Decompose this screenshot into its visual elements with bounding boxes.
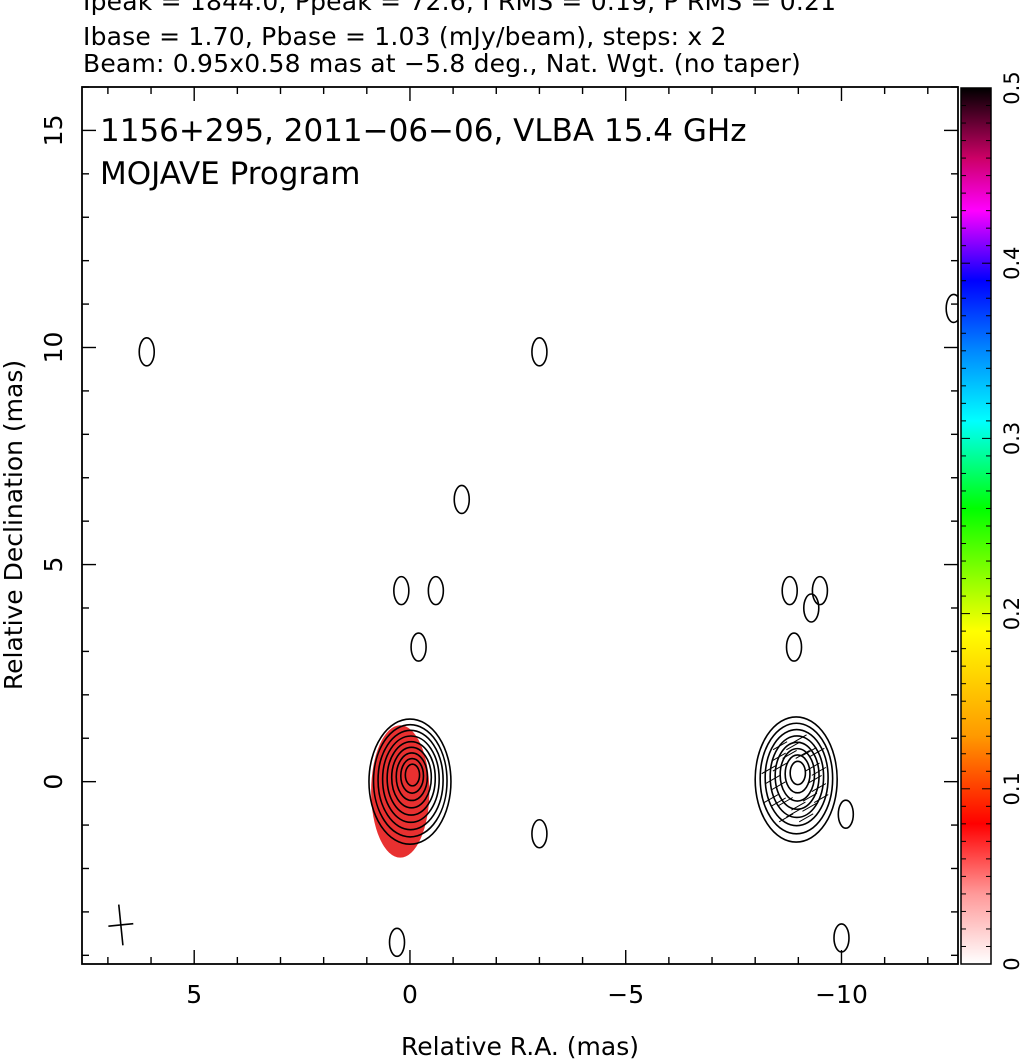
x-tick-label: −10 bbox=[815, 980, 868, 1009]
evpa-tick bbox=[772, 741, 788, 751]
x-tick-label: −5 bbox=[607, 980, 644, 1009]
isolated-contour bbox=[802, 593, 820, 623]
header-base-line: Ibase = 1.70, Pbase = 1.03 (mJy/beam), s… bbox=[83, 22, 727, 51]
contour bbox=[404, 763, 421, 787]
isolated-contour bbox=[427, 575, 445, 606]
y-tick-label: 15 bbox=[39, 115, 68, 147]
evpa-tick bbox=[761, 765, 776, 775]
contour bbox=[789, 760, 807, 786]
contour bbox=[381, 735, 440, 824]
colorbar: 0 0.1 0.2 0.3 0.4 0.5 bbox=[960, 71, 1021, 971]
contour bbox=[764, 728, 829, 827]
contour bbox=[386, 740, 437, 816]
contour bbox=[779, 747, 816, 802]
contour bbox=[368, 718, 452, 846]
isolated-contour bbox=[811, 575, 829, 606]
evpa-tick bbox=[772, 762, 788, 772]
plot-title: 1156+295, 2011−06−06, VLBA 15.4 GHz bbox=[100, 113, 746, 149]
plot-frame bbox=[81, 86, 959, 965]
colorbar-tick-label: 0.5 bbox=[1000, 71, 1021, 104]
evpa-tick bbox=[807, 775, 822, 784]
contour bbox=[759, 722, 834, 835]
evpa-tick bbox=[802, 792, 818, 802]
x-tick-label: 5 bbox=[186, 980, 202, 1009]
isolated-contour bbox=[531, 818, 548, 849]
isolated-contour bbox=[138, 337, 156, 367]
y-tick-label: 5 bbox=[39, 557, 68, 573]
evpa-tick bbox=[805, 762, 820, 772]
evpa-tick bbox=[813, 794, 829, 803]
isolated-contour bbox=[531, 337, 548, 367]
contour bbox=[754, 716, 838, 843]
colorbar-tick-label: 0 bbox=[1000, 957, 1021, 970]
evpa-tick bbox=[771, 797, 786, 807]
plot-subtitle: MOJAVE Program bbox=[100, 156, 360, 192]
contour bbox=[395, 752, 429, 802]
evpa-tick bbox=[810, 747, 825, 757]
evpa-tick bbox=[795, 750, 810, 759]
contour bbox=[769, 735, 825, 819]
x-axis-label: Relative R.A. (mas) bbox=[401, 1032, 639, 1060]
x-tick-label: 0 bbox=[402, 980, 418, 1009]
isolated-contour bbox=[785, 632, 803, 662]
evpa-tick bbox=[792, 734, 807, 744]
evpa-tick bbox=[802, 747, 817, 757]
beam-minor-axis bbox=[108, 922, 134, 927]
evpa-tick bbox=[786, 808, 801, 818]
colorbar-tick-label: 0.2 bbox=[1000, 597, 1021, 630]
contour bbox=[784, 754, 811, 794]
contour bbox=[390, 746, 433, 809]
evpa-tick bbox=[778, 797, 793, 806]
isolated-contour bbox=[781, 575, 799, 606]
evpa-tick bbox=[765, 775, 781, 784]
evpa-tick bbox=[778, 813, 794, 823]
isolated-contour bbox=[388, 927, 406, 958]
colorbar-tick-label: 0.1 bbox=[1000, 772, 1021, 805]
isolated-contour bbox=[945, 293, 958, 324]
evpa-tick bbox=[771, 752, 786, 762]
y-tick-label: 0 bbox=[39, 774, 68, 790]
isolated-contour bbox=[410, 632, 427, 662]
evpa-tick bbox=[782, 750, 797, 759]
isolated-contour bbox=[837, 799, 855, 830]
y-axis-label: Relative Declination (mas) bbox=[0, 360, 28, 690]
header-stats-line: Ipeak = 1844.0, Ppeak = 72.6, I RMS = 0.… bbox=[83, 0, 837, 16]
contour bbox=[377, 729, 444, 831]
y-tick-label: 10 bbox=[39, 332, 68, 364]
evpa-tick bbox=[786, 741, 801, 751]
evpa-tick bbox=[791, 801, 806, 811]
evpa-tick bbox=[771, 781, 786, 791]
evpa-tick bbox=[802, 802, 817, 812]
colorbar-tick-label: 0.3 bbox=[1000, 422, 1021, 455]
header-beam-line: Beam: 0.95x0.58 mas at −5.8 deg., Nat. W… bbox=[83, 49, 802, 78]
colorbar-tick-label: 0.4 bbox=[1000, 246, 1021, 279]
evpa-tick bbox=[811, 783, 827, 793]
evpa-tick bbox=[763, 794, 779, 803]
contour bbox=[774, 741, 820, 811]
isolated-contour bbox=[453, 484, 471, 515]
evpa-tick bbox=[798, 813, 814, 823]
contour bbox=[372, 723, 448, 838]
evpa-tick bbox=[811, 766, 827, 776]
isolated-contour bbox=[833, 923, 850, 953]
contour bbox=[399, 757, 425, 794]
isolated-contour bbox=[393, 575, 410, 606]
